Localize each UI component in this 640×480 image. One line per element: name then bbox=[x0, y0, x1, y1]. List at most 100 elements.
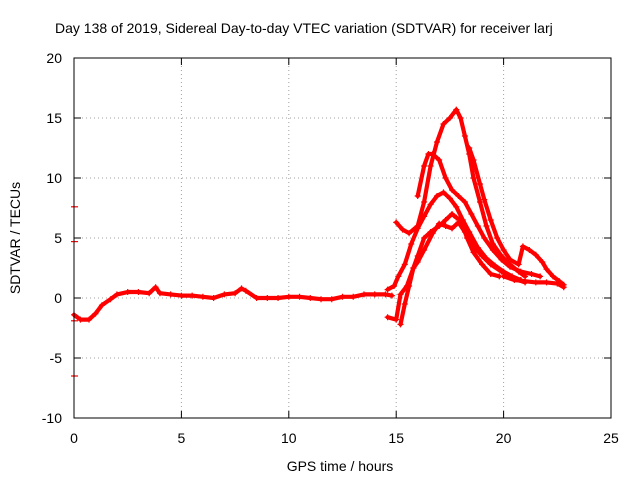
data-point bbox=[522, 278, 529, 285]
data-point bbox=[399, 226, 406, 233]
y-tick-label: 20 bbox=[46, 50, 62, 66]
data-point bbox=[406, 230, 413, 237]
x-tick-label: 0 bbox=[70, 430, 78, 446]
data-point bbox=[537, 273, 544, 280]
data-point bbox=[528, 271, 535, 277]
data-point bbox=[232, 290, 239, 297]
data-point bbox=[498, 256, 505, 263]
x-tick-label: 10 bbox=[281, 430, 297, 446]
data-point bbox=[446, 195, 453, 202]
data-point bbox=[481, 235, 488, 241]
data-point bbox=[457, 115, 464, 121]
gridlines bbox=[74, 58, 611, 418]
data-point bbox=[253, 295, 260, 301]
data-point bbox=[539, 259, 546, 265]
data-point bbox=[429, 230, 436, 237]
data-point bbox=[476, 199, 483, 205]
data-point bbox=[264, 295, 271, 301]
data-point bbox=[427, 163, 434, 169]
series-layer bbox=[71, 106, 567, 377]
data-point bbox=[519, 243, 526, 250]
data-point bbox=[124, 289, 131, 295]
series-peak-2 bbox=[414, 151, 544, 280]
data-point bbox=[455, 193, 462, 199]
data-point bbox=[436, 220, 443, 227]
data-point bbox=[199, 293, 206, 300]
data-point bbox=[550, 273, 557, 280]
data-point bbox=[210, 295, 217, 301]
data-point bbox=[371, 291, 378, 298]
data-point bbox=[487, 217, 494, 223]
data-point bbox=[554, 280, 561, 287]
data-point bbox=[238, 285, 245, 292]
data-point bbox=[92, 310, 99, 317]
data-point bbox=[167, 291, 174, 298]
data-point bbox=[434, 193, 441, 199]
y-tick-label: 5 bbox=[54, 230, 62, 246]
series-baseline bbox=[71, 284, 395, 323]
data-point bbox=[421, 235, 428, 241]
data-point bbox=[483, 223, 490, 229]
data-point bbox=[421, 247, 428, 253]
data-point bbox=[470, 157, 477, 163]
data-point bbox=[296, 293, 303, 300]
data-point bbox=[468, 211, 475, 217]
series-peak-1 bbox=[393, 106, 529, 280]
data-point bbox=[307, 295, 314, 301]
data-point bbox=[242, 287, 249, 294]
data-point bbox=[360, 291, 367, 298]
data-point bbox=[388, 292, 395, 299]
data-point bbox=[401, 261, 408, 268]
y-tick-label: 0 bbox=[54, 290, 62, 306]
data-point bbox=[440, 121, 447, 127]
data-point bbox=[526, 247, 533, 253]
data-point bbox=[543, 266, 550, 273]
data-point bbox=[500, 247, 507, 253]
data-point bbox=[113, 291, 120, 298]
data-point bbox=[350, 293, 357, 300]
data-point bbox=[476, 181, 483, 187]
y-tick-label: -5 bbox=[50, 350, 63, 366]
data-point bbox=[328, 296, 335, 303]
data-point bbox=[470, 243, 477, 250]
data-point bbox=[453, 203, 460, 210]
data-point bbox=[285, 293, 292, 300]
data-point bbox=[449, 225, 456, 232]
data-point bbox=[382, 291, 389, 298]
chart-title: Day 138 of 2019, Sidereal Day-to-day VTE… bbox=[55, 20, 553, 36]
data-point bbox=[479, 253, 486, 259]
data-point bbox=[442, 217, 449, 223]
data-point bbox=[487, 271, 494, 277]
data-point bbox=[461, 199, 468, 205]
data-point bbox=[408, 241, 415, 247]
data-point bbox=[107, 296, 114, 303]
y-axis-title: SDTVAR / TECUs bbox=[7, 182, 23, 294]
data-point bbox=[146, 290, 153, 297]
data-point bbox=[479, 261, 486, 268]
data-point bbox=[494, 235, 501, 241]
data-point bbox=[507, 256, 514, 263]
series-line bbox=[398, 220, 528, 327]
data-point bbox=[511, 277, 518, 283]
x-tick-label: 5 bbox=[178, 430, 186, 446]
y-axis: 20 15 10 5 0 -5 -10 bbox=[42, 50, 611, 426]
data-point bbox=[507, 263, 514, 270]
data-point bbox=[156, 290, 163, 297]
data-point bbox=[466, 145, 473, 151]
data-point bbox=[77, 316, 84, 323]
data-point bbox=[414, 259, 421, 265]
data-point bbox=[470, 249, 477, 256]
data-point bbox=[449, 187, 456, 193]
data-point bbox=[189, 292, 196, 299]
data-point bbox=[498, 268, 505, 275]
data-point bbox=[318, 296, 325, 303]
data-point bbox=[453, 106, 460, 113]
data-point bbox=[453, 214, 460, 221]
y-tick-label: -10 bbox=[42, 410, 62, 426]
data-point bbox=[455, 219, 462, 226]
data-point bbox=[442, 223, 449, 229]
data-point bbox=[543, 279, 550, 286]
data-point bbox=[384, 286, 391, 293]
data-point bbox=[275, 295, 282, 301]
